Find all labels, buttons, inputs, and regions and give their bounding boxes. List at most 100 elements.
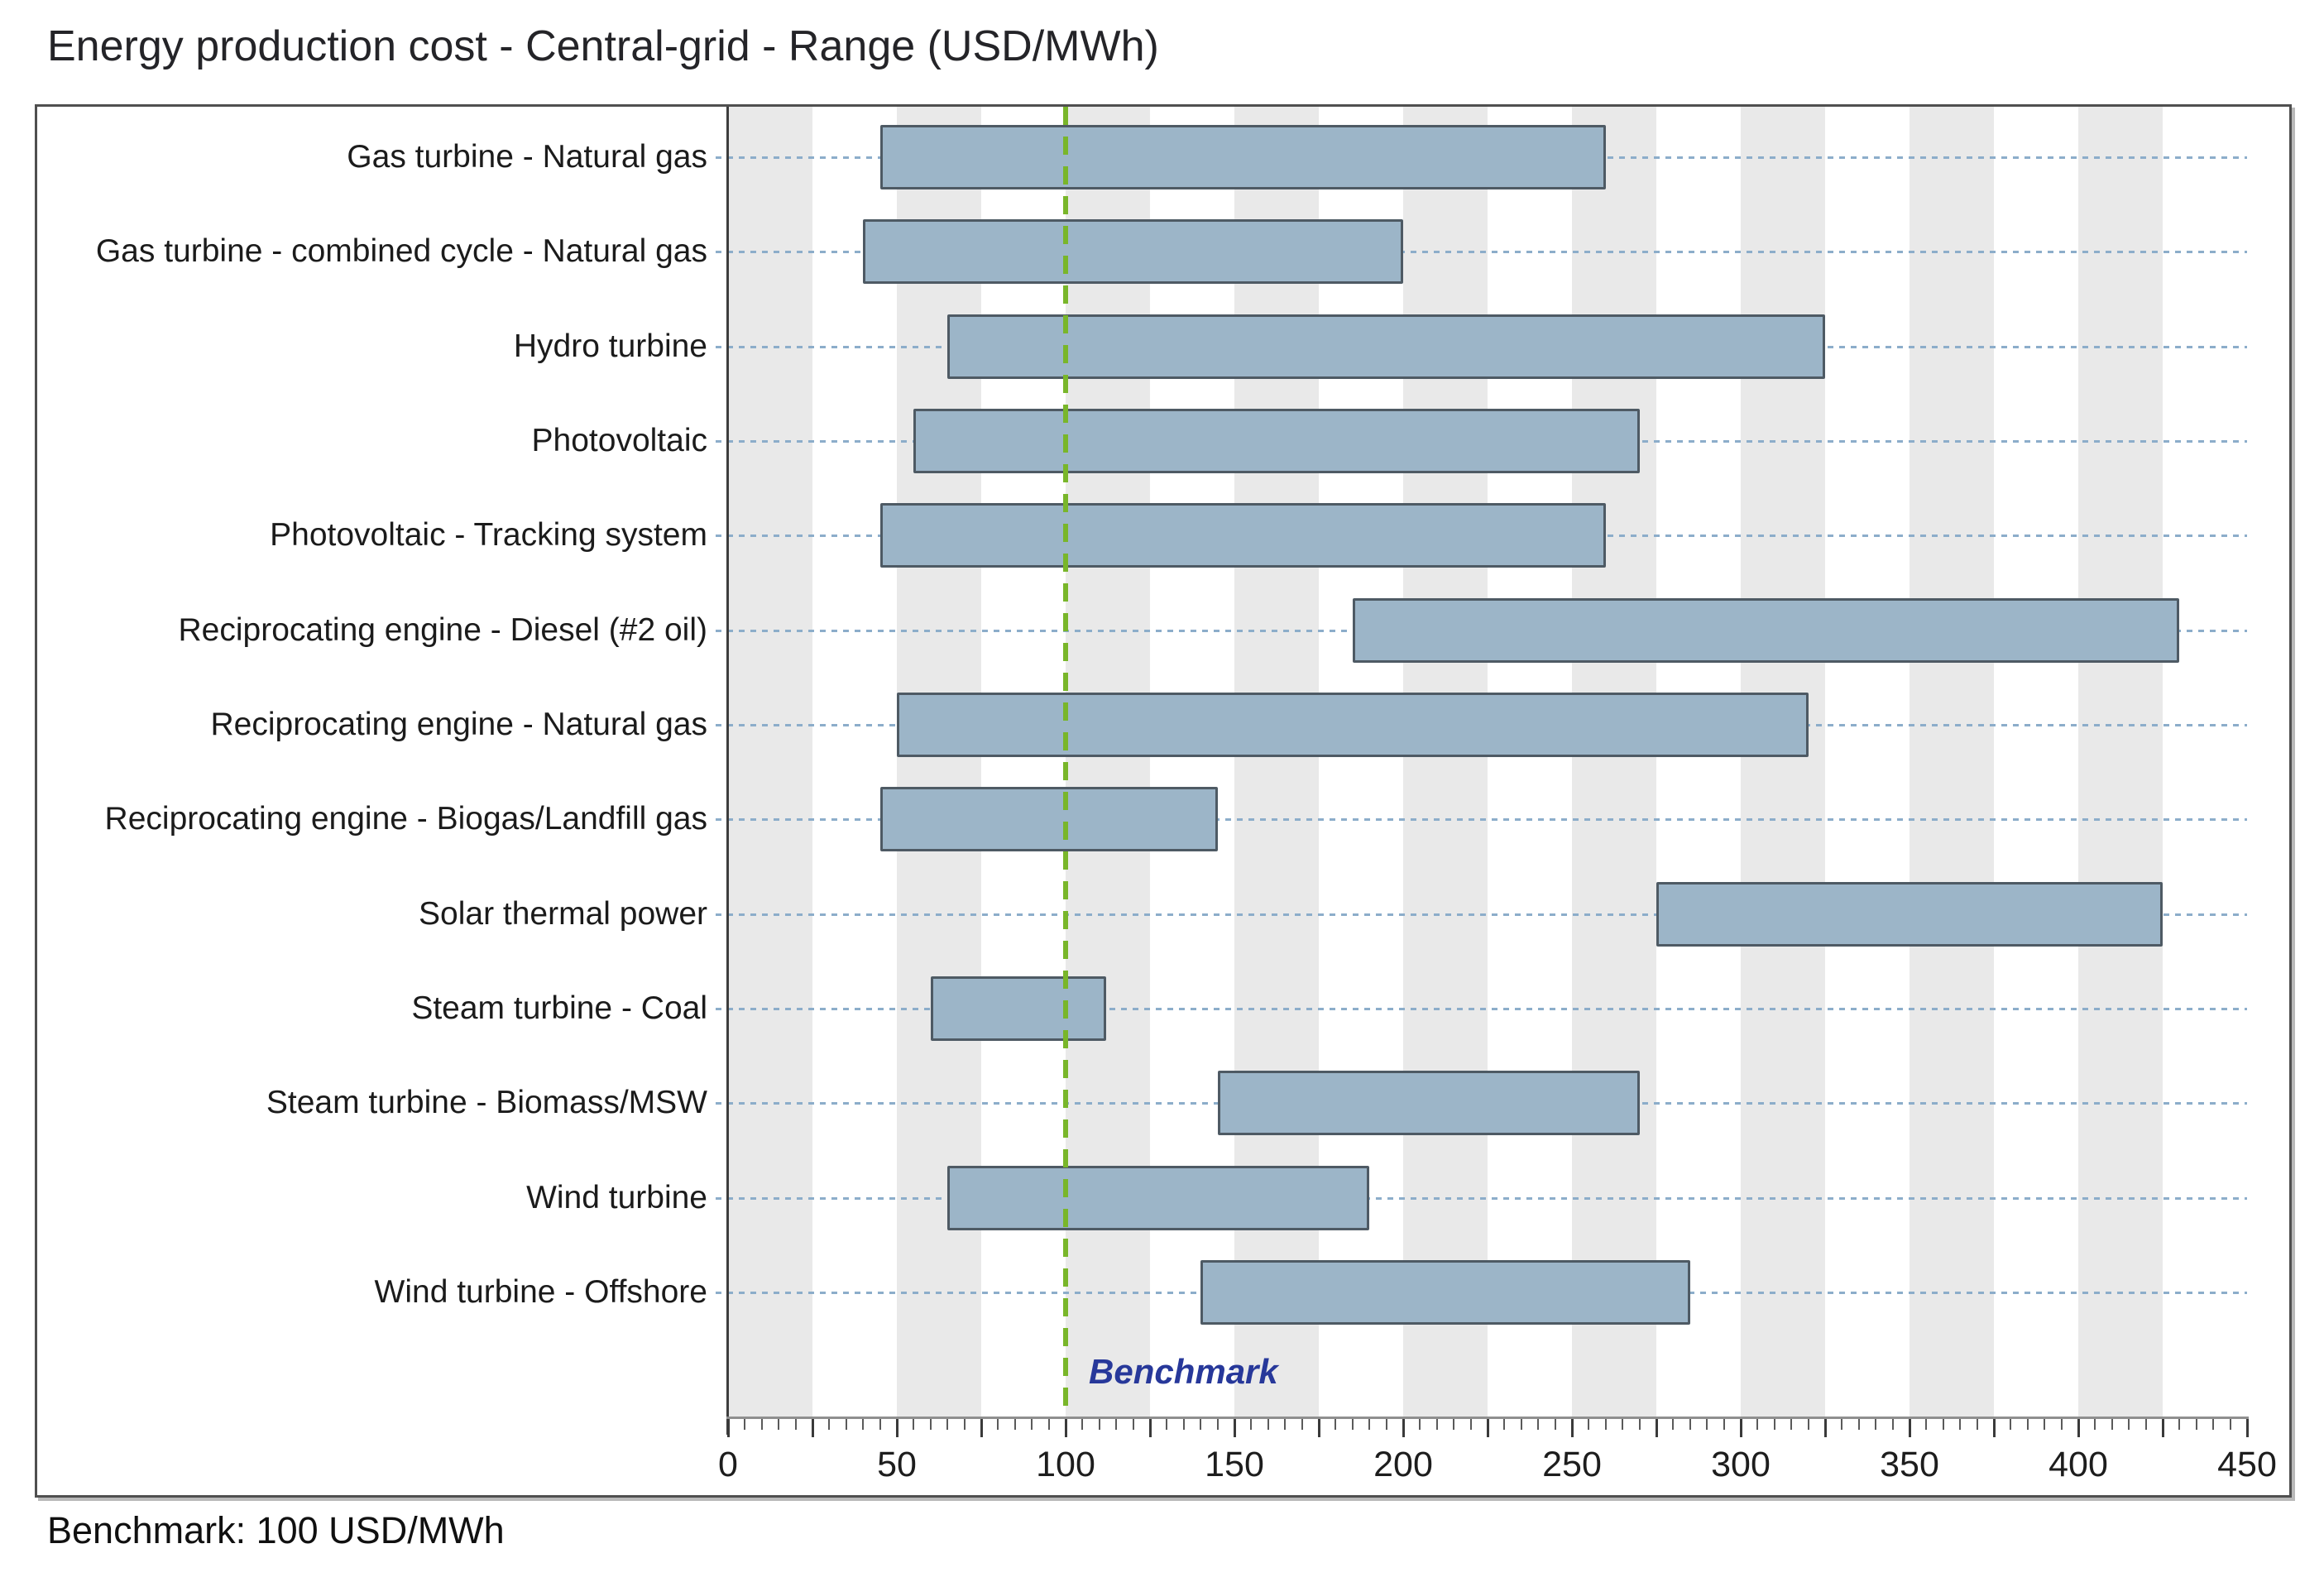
grid-band: [728, 107, 812, 1417]
x-axis-minor-tick: [1250, 1419, 1253, 1430]
x-axis-minor-tick: [1672, 1419, 1675, 1430]
x-axis-minor-tick: [1976, 1419, 1978, 1430]
x-axis-minor-tick: [1115, 1419, 1118, 1430]
x-axis-major-tick: [1064, 1419, 1067, 1437]
range-bar: [930, 976, 1106, 1041]
x-tick-label: 450: [2217, 1445, 2277, 1484]
row-gridline: [716, 913, 2247, 916]
x-axis-minor-tick: [1469, 1419, 1472, 1430]
x-axis-minor-tick: [1335, 1419, 1337, 1430]
grid-band: [1572, 107, 1656, 1417]
x-axis-minor-tick: [1942, 1419, 1944, 1430]
x-axis-minor-tick: [2195, 1419, 2197, 1430]
range-bar: [947, 314, 1825, 379]
row-gridline: [716, 1196, 2247, 1200]
x-tick-label: 0: [718, 1445, 738, 1484]
x-axis-minor-tick: [828, 1419, 831, 1430]
category-label: Reciprocating engine - Biogas/Landfill g…: [104, 801, 707, 837]
x-axis-major-tick: [2077, 1419, 2080, 1437]
x-axis-minor-tick: [1031, 1419, 1033, 1430]
chart-title: Energy production cost - Central-grid - …: [47, 22, 1159, 70]
x-axis-major-tick: [726, 1419, 730, 1437]
x-axis-major-tick: [1486, 1419, 1489, 1437]
range-bar: [947, 1165, 1370, 1230]
x-axis-minor-tick: [862, 1419, 865, 1430]
x-axis-major-tick: [2161, 1419, 2164, 1437]
x-axis-major-tick: [1908, 1419, 1911, 1437]
x-axis-minor-tick: [1182, 1419, 1185, 1430]
grid-band: [1741, 107, 1825, 1417]
x-axis-minor-tick: [1554, 1419, 1556, 1430]
x-axis-minor-tick: [1638, 1419, 1641, 1430]
x-axis-minor-tick: [1756, 1419, 1759, 1430]
x-axis-minor-tick: [1200, 1419, 1202, 1430]
range-bar: [879, 787, 1218, 852]
range-bar: [897, 692, 1809, 757]
chart-frame: [35, 104, 2292, 1498]
x-axis-major-tick: [1992, 1419, 1996, 1437]
category-label: Wind turbine: [526, 1179, 707, 1215]
x-axis-minor-tick: [1267, 1419, 1269, 1430]
x-axis-major-tick: [1570, 1419, 1574, 1437]
x-axis-major-tick: [2245, 1419, 2249, 1437]
x-axis-minor-tick: [1419, 1419, 1421, 1430]
x-tick-label: 100: [1036, 1445, 1095, 1484]
category-label: Solar thermal power: [419, 895, 707, 932]
x-axis-major-tick: [980, 1419, 983, 1437]
x-axis-minor-tick: [2229, 1419, 2231, 1430]
x-axis-major-tick: [1739, 1419, 1742, 1437]
category-label: Gas turbine - combined cycle - Natural g…: [95, 233, 707, 270]
category-label: Photovoltaic: [531, 422, 707, 458]
grid-band: [2078, 107, 2163, 1417]
category-label: Reciprocating engine - Diesel (#2 oil): [178, 611, 707, 648]
x-axis-minor-tick: [1301, 1419, 1303, 1430]
x-axis-minor-tick: [1807, 1419, 1809, 1430]
x-axis-minor-tick: [2212, 1419, 2215, 1430]
x-axis-minor-tick: [1875, 1419, 1877, 1430]
category-label: Gas turbine - Natural gas: [347, 139, 707, 175]
x-axis-minor-tick: [913, 1419, 915, 1430]
range-bar: [863, 219, 1403, 285]
row-gridline: [716, 818, 2247, 822]
x-axis-minor-tick: [1284, 1419, 1287, 1430]
x-axis-minor-tick: [1537, 1419, 1540, 1430]
x-axis-minor-tick: [1520, 1419, 1522, 1430]
x-axis-major-tick: [1655, 1419, 1658, 1437]
x-axis-minor-tick: [1891, 1419, 1894, 1430]
range-bar: [879, 125, 1606, 189]
x-axis-minor-tick: [1723, 1419, 1725, 1430]
x-axis-minor-tick: [1959, 1419, 1962, 1430]
x-axis-minor-tick: [2128, 1419, 2130, 1430]
x-axis-major-tick: [895, 1419, 898, 1437]
x-axis-minor-tick: [1857, 1419, 1860, 1430]
x-axis-minor-tick: [963, 1419, 966, 1430]
x-tick-label: 200: [1373, 1445, 1433, 1484]
x-axis-minor-tick: [1841, 1419, 1843, 1430]
range-bar: [1656, 881, 2163, 947]
x-axis-major-tick: [1233, 1419, 1236, 1437]
category-label: Wind turbine - Offshore: [374, 1273, 707, 1310]
grid-band: [1403, 107, 1488, 1417]
range-bar: [1352, 597, 2180, 663]
x-tick-label: 300: [1711, 1445, 1771, 1484]
x-axis-minor-tick: [760, 1419, 763, 1430]
x-tick-label: 50: [877, 1445, 917, 1484]
category-label: Steam turbine - Coal: [411, 990, 707, 1026]
x-axis-minor-tick: [1503, 1419, 1506, 1430]
x-axis-major-tick: [1317, 1419, 1320, 1437]
x-axis-minor-tick: [1385, 1419, 1387, 1430]
x-axis-minor-tick: [1689, 1419, 1691, 1430]
x-axis-minor-tick: [1166, 1419, 1168, 1430]
category-label: Hydro turbine: [513, 328, 707, 364]
row-gridline: [716, 1007, 2247, 1010]
x-axis-minor-tick: [2026, 1419, 2029, 1430]
x-axis-minor-tick: [946, 1419, 949, 1430]
x-axis-minor-tick: [1047, 1419, 1050, 1430]
x-tick-label: 150: [1205, 1445, 1264, 1484]
x-axis-major-tick: [1148, 1419, 1152, 1437]
x-axis-minor-tick: [2111, 1419, 2113, 1430]
x-axis-minor-tick: [794, 1419, 797, 1430]
x-axis-minor-tick: [1790, 1419, 1793, 1430]
x-axis-minor-tick: [845, 1419, 847, 1430]
